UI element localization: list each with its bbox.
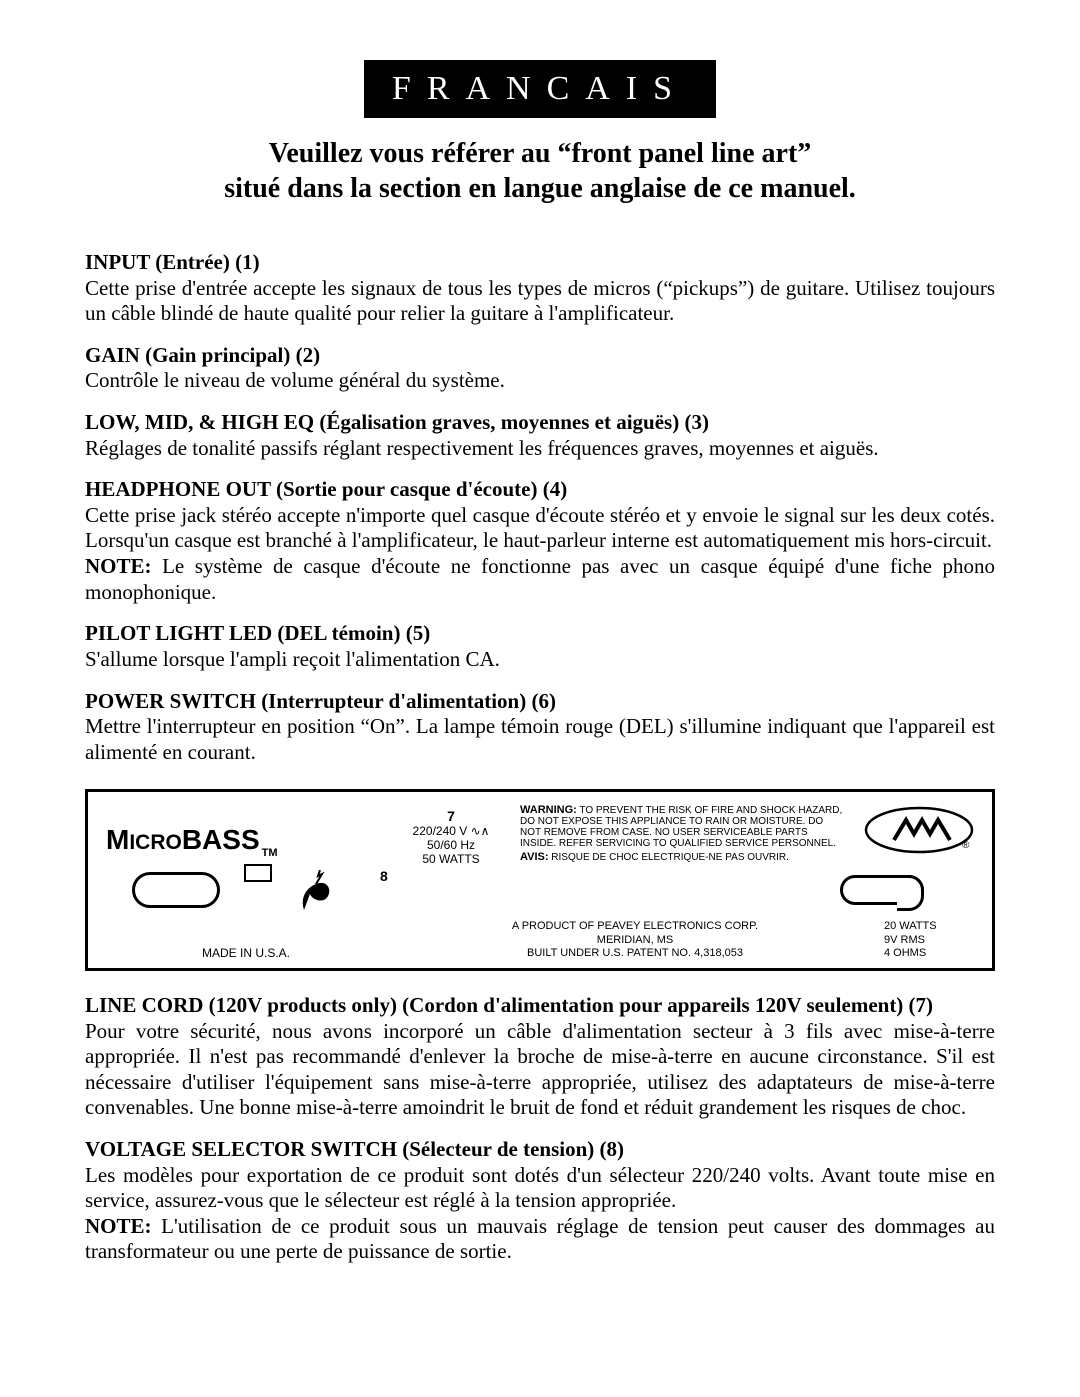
section-body: Contrôle le niveau de volume général du … bbox=[85, 368, 995, 394]
warning-label: WARNING: bbox=[520, 804, 577, 816]
watts-line-2: 9V RMS bbox=[884, 934, 974, 947]
note-label: NOTE: bbox=[85, 554, 152, 578]
brand-ro: RO bbox=[150, 831, 182, 854]
output-ratings: 20 WATTS 9V RMS 4 OHMS bbox=[884, 920, 974, 960]
section-input: INPUT (Entrée) (1) Cette prise d'entrée … bbox=[85, 250, 995, 327]
callout-8: 8 bbox=[380, 868, 388, 884]
section-body: Réglages de tonalité passifs réglant res… bbox=[85, 436, 995, 462]
section-note: NOTE: L'utilisation de ce produit sous u… bbox=[85, 1214, 995, 1265]
section-pilot: PILOT LIGHT LED (DEL témoin) (5) S'allum… bbox=[85, 621, 995, 672]
made-in-label: MADE IN U.S.A. bbox=[106, 946, 386, 960]
rear-panel-diagram: MICROBASSTM 7 220/240 V ∿∧ 50/60 Hz 50 W… bbox=[85, 789, 995, 971]
section-headphone: HEADPHONE OUT (Sortie pour casque d'écou… bbox=[85, 477, 995, 605]
section-body: Mettre l'interrupteur en position “On”. … bbox=[85, 714, 995, 765]
section-eq: LOW, MID, & HIGH EQ (Égalisation graves,… bbox=[85, 410, 995, 461]
language-badge: FRANCAIS bbox=[364, 60, 716, 118]
header-line-2: situé dans la section en langue anglaise… bbox=[85, 171, 995, 206]
avis-label: AVIS: bbox=[520, 851, 549, 863]
callout-7: 7 bbox=[386, 808, 516, 824]
product-line-2: MERIDIAN, MS bbox=[386, 934, 884, 947]
avis-text-block: AVIS: RISQUE DE CHOC ELECTRIQUE-NE PAS O… bbox=[520, 851, 846, 863]
registered-mark: ® bbox=[962, 840, 970, 851]
note-body: Le système de casque d'écoute ne fonctio… bbox=[85, 554, 995, 604]
section-title: LOW, MID, & HIGH EQ (Égalisation graves,… bbox=[85, 410, 995, 436]
brand-bass: BASS bbox=[182, 824, 260, 855]
brand-m: M bbox=[106, 824, 129, 855]
spec-voltage: 220/240 V ∿∧ bbox=[386, 824, 516, 838]
peavey-logo-icon: ® bbox=[864, 806, 974, 854]
warning-column: WARNING: TO PREVENT THE RISK OF FIRE AND… bbox=[516, 804, 854, 863]
section-linecord: LINE CORD (120V products only) (Cordon d… bbox=[85, 993, 995, 1121]
section-body: Cette prise d'entrée accepte les signaux… bbox=[85, 276, 995, 327]
product-info: A PRODUCT OF PEAVEY ELECTRONICS CORP. ME… bbox=[386, 920, 884, 960]
brand-ic: IC bbox=[129, 831, 150, 854]
note-body: L'utilisation de ce produit sous un mauv… bbox=[85, 1214, 995, 1264]
connector-outline-icon bbox=[132, 872, 220, 908]
section-title: INPUT (Entrée) (1) bbox=[85, 250, 995, 276]
section-body: Les modèles pour exportation de ce produ… bbox=[85, 1163, 995, 1214]
brand-tm: TM bbox=[262, 847, 278, 859]
product-line-1: A PRODUCT OF PEAVEY ELECTRONICS CORP. bbox=[386, 920, 884, 933]
warning-text-block: WARNING: TO PREVENT THE RISK OF FIRE AND… bbox=[520, 804, 846, 849]
section-power: POWER SWITCH (Interrupteur d'alimentatio… bbox=[85, 689, 995, 766]
note-label: NOTE: bbox=[85, 1214, 152, 1238]
watts-line-3: 4 OHMS bbox=[884, 947, 974, 960]
section-title: POWER SWITCH (Interrupteur d'alimentatio… bbox=[85, 689, 995, 715]
section-gain: GAIN (Gain principal) (2) Contrôle le ni… bbox=[85, 343, 995, 394]
section-body: Pour votre sécurité, nous avons incorpor… bbox=[85, 1019, 995, 1121]
product-line-3: BUILT UNDER U.S. PATENT NO. 4,318,053 bbox=[386, 947, 884, 960]
watts-line-1: 20 WATTS bbox=[884, 920, 974, 933]
section-body: S'allume lorsque l'ampli reçoit l'alimen… bbox=[85, 647, 995, 673]
section-title: PILOT LIGHT LED (DEL témoin) (5) bbox=[85, 621, 995, 647]
spec-column: 7 220/240 V ∿∧ 50/60 Hz 50 WATTS 8 bbox=[386, 804, 516, 866]
section-note: NOTE: Le système de casque d'écoute ne f… bbox=[85, 554, 995, 605]
section-title: VOLTAGE SELECTOR SWITCH (Sélecteur de te… bbox=[85, 1137, 995, 1163]
section-title: HEADPHONE OUT (Sortie pour casque d'écou… bbox=[85, 477, 995, 503]
header-line-1: Veuillez vous référer au “front panel li… bbox=[85, 136, 995, 171]
spec-hz: 50/60 Hz bbox=[386, 838, 516, 852]
page-header: Veuillez vous référer au “front panel li… bbox=[85, 136, 995, 206]
language-badge-text: FRANCAIS bbox=[392, 70, 688, 107]
section-body: Cette prise jack stéréo accepte n'import… bbox=[85, 503, 995, 554]
connector-outline-icon bbox=[840, 875, 924, 905]
section-title: GAIN (Gain principal) (2) bbox=[85, 343, 995, 369]
section-title: LINE CORD (120V products only) (Cordon d… bbox=[85, 993, 995, 1019]
connector-shapes bbox=[106, 870, 386, 910]
panel-box: MICROBASSTM 7 220/240 V ∿∧ 50/60 Hz 50 W… bbox=[85, 789, 995, 971]
voltage-selector-icon bbox=[244, 864, 272, 882]
brand-name: MICROBASSTM bbox=[106, 804, 386, 859]
avis-body: RISQUE DE CHOC ELECTRIQUE-NE PAS OUVRIR. bbox=[549, 852, 789, 863]
logo-column: ® bbox=[854, 804, 974, 859]
section-voltage: VOLTAGE SELECTOR SWITCH (Sélecteur de te… bbox=[85, 1137, 995, 1265]
spec-watts: 50 WATTS bbox=[386, 852, 516, 866]
right-connector bbox=[840, 875, 924, 905]
power-cord-icon bbox=[296, 870, 336, 910]
